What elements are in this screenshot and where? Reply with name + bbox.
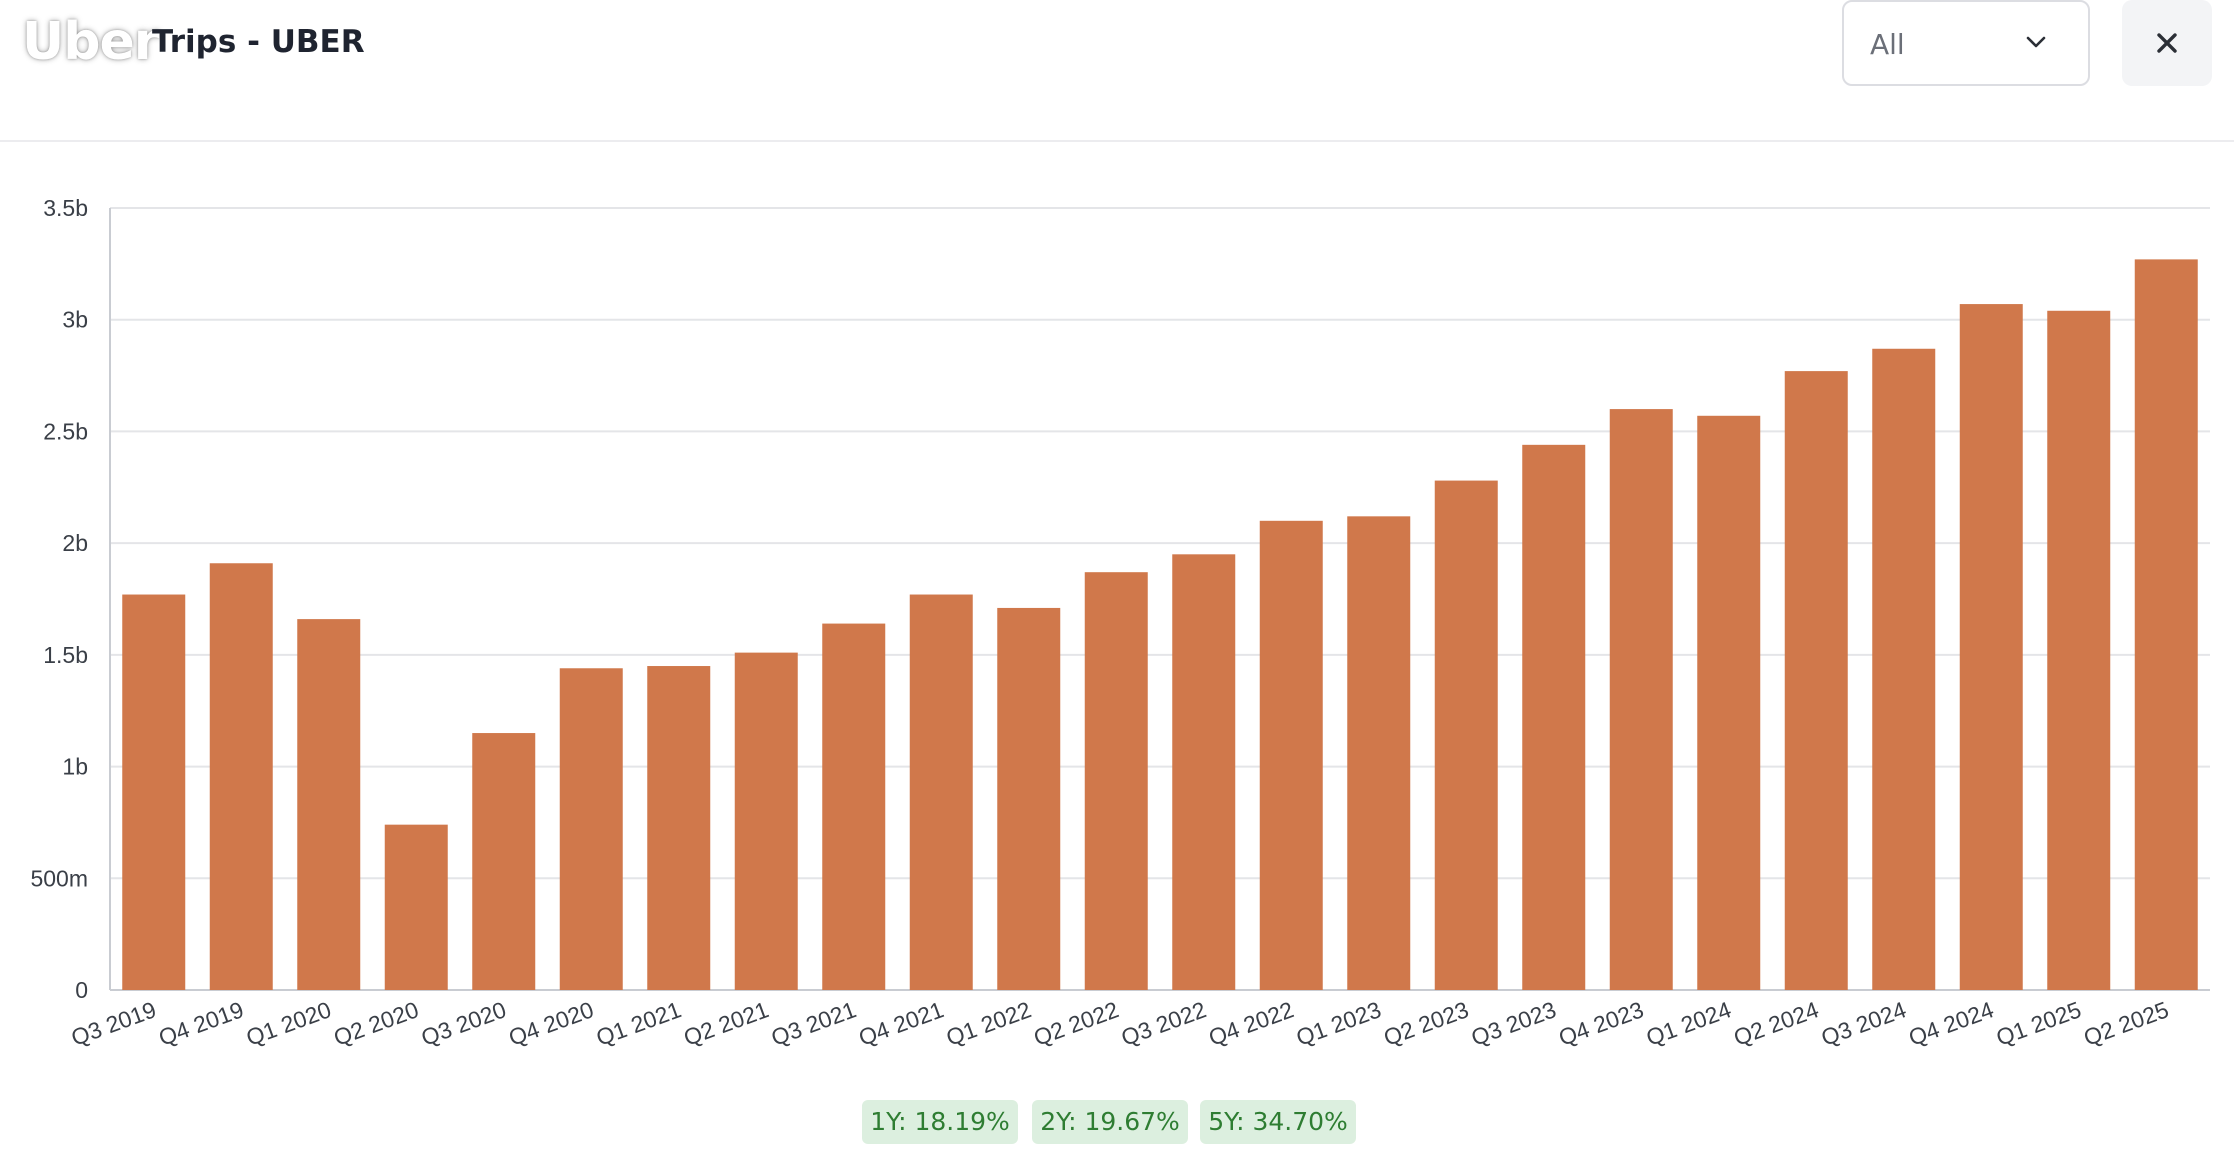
bar[interactable]	[1697, 415, 1761, 990]
bar[interactable]	[1609, 409, 1673, 991]
y-tick-label: 2b	[62, 530, 88, 556]
y-tick-label: 500m	[30, 865, 88, 891]
y-tick-label: 3.5b	[43, 195, 88, 221]
y-tick-label: 1.5b	[43, 642, 88, 668]
range-select-value: All	[1870, 28, 1905, 61]
bar[interactable]	[1259, 520, 1323, 990]
header: Uber Trips - UBER All	[0, 0, 2234, 142]
x-tick-label: Q3 2023	[1468, 996, 1560, 1051]
x-tick-label: Q1 2021	[593, 996, 685, 1051]
bar[interactable]	[472, 733, 536, 990]
bar[interactable]	[1084, 572, 1148, 990]
x-tick-label: Q2 2024	[1730, 996, 1822, 1051]
x-tick-label: Q4 2023	[1555, 996, 1647, 1051]
y-tick-label: 3b	[62, 307, 88, 333]
x-tick-label: Q3 2020	[418, 996, 510, 1051]
bar[interactable]	[2134, 259, 2198, 991]
bar[interactable]	[1784, 371, 1848, 990]
bar[interactable]	[822, 623, 886, 990]
y-axis-ticks: 0 500m 1b 1.5b 2b 2.5b 3b 3.5b	[30, 195, 88, 1003]
close-icon	[2157, 33, 2177, 53]
bar[interactable]	[1434, 480, 1498, 990]
x-tick-label: Q4 2024	[1905, 996, 1997, 1051]
x-tick-label: Q1 2025	[1993, 996, 2085, 1051]
growth-badge-5y: 5Y: 34.70%	[1200, 1100, 1356, 1144]
bar[interactable]	[997, 607, 1061, 990]
x-tick-label: Q4 2022	[1205, 996, 1297, 1051]
y-tick-label: 2.5b	[43, 418, 88, 444]
chevron-down-icon	[2026, 36, 2046, 48]
uber-logo: Uber	[22, 12, 159, 72]
close-button[interactable]	[2122, 0, 2212, 86]
x-tick-label: Q3 2022	[1118, 996, 1210, 1051]
bar[interactable]	[209, 563, 273, 990]
growth-badge-1y: 1Y: 18.19%	[862, 1100, 1018, 1144]
bar[interactable]	[297, 619, 361, 990]
bar[interactable]	[1872, 348, 1936, 990]
x-tick-label: Q1 2020	[243, 996, 335, 1051]
bar[interactable]	[734, 652, 798, 990]
bar[interactable]	[1522, 444, 1586, 990]
y-tick-label: 1b	[62, 754, 88, 780]
page-title: Trips - UBER	[152, 24, 365, 60]
x-tick-label: Q4 2019	[155, 996, 247, 1051]
x-tick-label: Q1 2023	[1293, 996, 1385, 1051]
x-tick-label: Q2 2023	[1380, 996, 1472, 1051]
x-tick-label: Q1 2022	[943, 996, 1035, 1051]
x-tick-label: Q2 2022	[1030, 996, 1122, 1051]
bar[interactable]	[384, 824, 448, 990]
x-tick-label: Q4 2020	[505, 996, 597, 1051]
range-select[interactable]: All	[1842, 0, 2090, 86]
x-tick-label: Q3 2021	[768, 996, 860, 1051]
x-tick-label: Q2 2021	[680, 996, 772, 1051]
bar[interactable]	[909, 594, 973, 990]
grid-lines	[109, 207, 2210, 991]
bar[interactable]	[1959, 304, 2023, 990]
bar[interactable]	[1172, 554, 1236, 990]
x-tick-label: Q2 2025	[2080, 996, 2172, 1051]
y-tick-label: 0	[75, 977, 88, 1003]
x-tick-label: Q4 2021	[855, 996, 947, 1051]
bar[interactable]	[1347, 516, 1411, 990]
x-tick-label: Q3 2019	[68, 996, 160, 1051]
bar[interactable]	[122, 594, 186, 990]
bar[interactable]	[559, 668, 623, 990]
bars	[122, 259, 2198, 991]
x-tick-label: Q3 2024	[1818, 996, 1910, 1051]
x-tick-label: Q1 2024	[1643, 996, 1735, 1051]
growth-badge-2y: 2Y: 19.67%	[1032, 1100, 1188, 1144]
bar[interactable]	[647, 666, 711, 990]
bar[interactable]	[2047, 310, 2111, 990]
x-tick-label: Q2 2020	[330, 996, 422, 1051]
